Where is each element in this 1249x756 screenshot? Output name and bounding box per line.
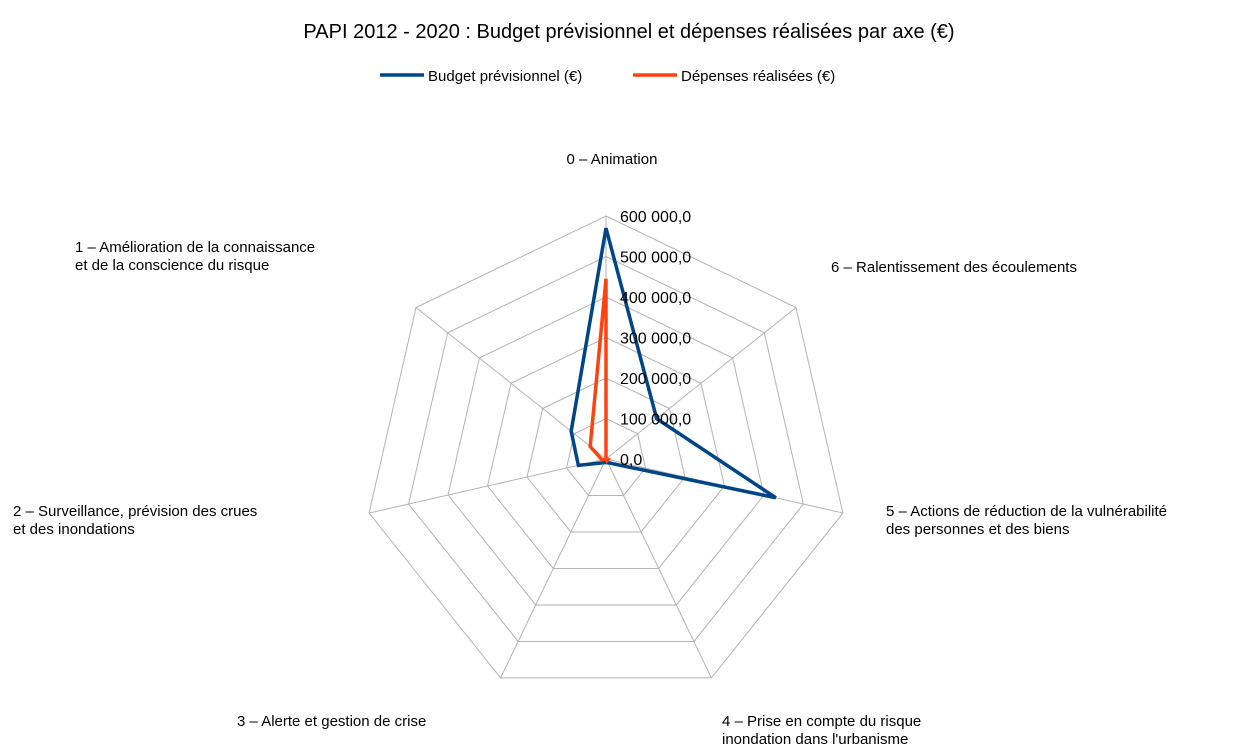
category-label-0: 0 – Animation: [567, 151, 658, 168]
tick-label-6: 600 000,0: [620, 209, 691, 226]
category-label-4: 3 – Alerte et gestion de crise: [237, 713, 426, 730]
tick-label-5: 500 000,0: [620, 250, 691, 267]
series-line-1: [588, 278, 612, 465]
tick-label-2: 200 000,0: [620, 371, 691, 388]
category-label-line: 5 – Actions de réduction de la vulnérabi…: [886, 503, 1167, 520]
tick-labels: 0,0 100 000,0 200 000,0 300 000,0 400 000,0 5…: [620, 209, 691, 469]
series-layer: [569, 227, 777, 500]
spoke-4: [500, 458, 607, 679]
grid-ring-3: [487, 336, 725, 569]
category-label-line: 4 – Prise en compte du risque: [722, 713, 921, 730]
tick-label-4: 400 000,0: [620, 290, 691, 307]
tick-label-3: 300 000,0: [620, 331, 691, 348]
tick-label-1: 100 000,0: [620, 412, 691, 429]
grid-ring-2: [526, 377, 686, 533]
category-label-line: 0 – Animation: [567, 151, 658, 168]
category-label-2: 5 – Actions de réduction de la vulnérabi…: [886, 503, 1167, 538]
radar-grid: [368, 215, 844, 679]
grid-ring-5: [408, 255, 804, 642]
chart-title: PAPI 2012 - 2020 : Budget prévisionnel e…: [303, 21, 954, 43]
category-label-5: 2 – Surveillance, prévision des crues et …: [13, 503, 257, 538]
category-label-line: 6 – Ralentissement des écoulements: [831, 259, 1077, 276]
category-label-line: 2 – Surveillance, prévision des crues: [13, 503, 257, 520]
spoke-6: [415, 307, 607, 460]
legend-label-1: Dépenses réalisées (€): [681, 68, 835, 85]
category-label-6: 1 – Amélioration de la connaissance et de…: [75, 239, 315, 274]
grid-ring-4: [447, 296, 765, 606]
category-label-line: et des inondations: [13, 521, 135, 538]
legend-label-0: Budget prévisionnel (€): [428, 68, 582, 85]
legend: Budget prévisionnel (€) Dépenses réalisée…: [380, 68, 835, 85]
category-label-3: 4 – Prise en compte du risque inondation …: [722, 713, 921, 748]
spoke-3: [605, 458, 712, 679]
spoke-1: [605, 307, 797, 460]
category-label-line: 1 – Amélioration de la connaissance: [75, 239, 315, 256]
tick-label-0: 0,0: [620, 452, 642, 469]
spoke-5: [368, 458, 607, 514]
category-label-1: 6 – Ralentissement des écoulements: [831, 259, 1077, 276]
category-label-line: et de la conscience du risque: [75, 257, 269, 274]
category-label-line: inondation dans l'urbanisme: [722, 731, 908, 748]
category-labels: 0 – Animation 6 – Ralentissement des écou…: [13, 151, 1167, 748]
category-label-line: 3 – Alerte et gestion de crise: [237, 713, 426, 730]
grid-ring-6: [368, 215, 844, 679]
category-label-line: des personnes et des biens: [886, 521, 1069, 538]
